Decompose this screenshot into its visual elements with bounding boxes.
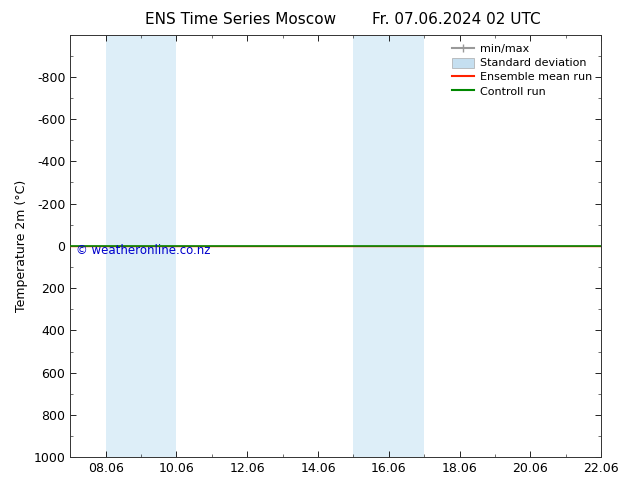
Legend: min/max, Standard deviation, Ensemble mean run, Controll run: min/max, Standard deviation, Ensemble me… (449, 40, 595, 100)
Text: ENS Time Series Moscow: ENS Time Series Moscow (145, 12, 337, 27)
Bar (601, 35, 634, 457)
Text: Fr. 07.06.2024 02 UTC: Fr. 07.06.2024 02 UTC (372, 12, 541, 27)
Bar (106, 35, 176, 457)
Text: © weatheronline.co.nz: © weatheronline.co.nz (75, 244, 210, 257)
Bar (353, 35, 424, 457)
Y-axis label: Temperature 2m (°C): Temperature 2m (°C) (15, 180, 28, 312)
